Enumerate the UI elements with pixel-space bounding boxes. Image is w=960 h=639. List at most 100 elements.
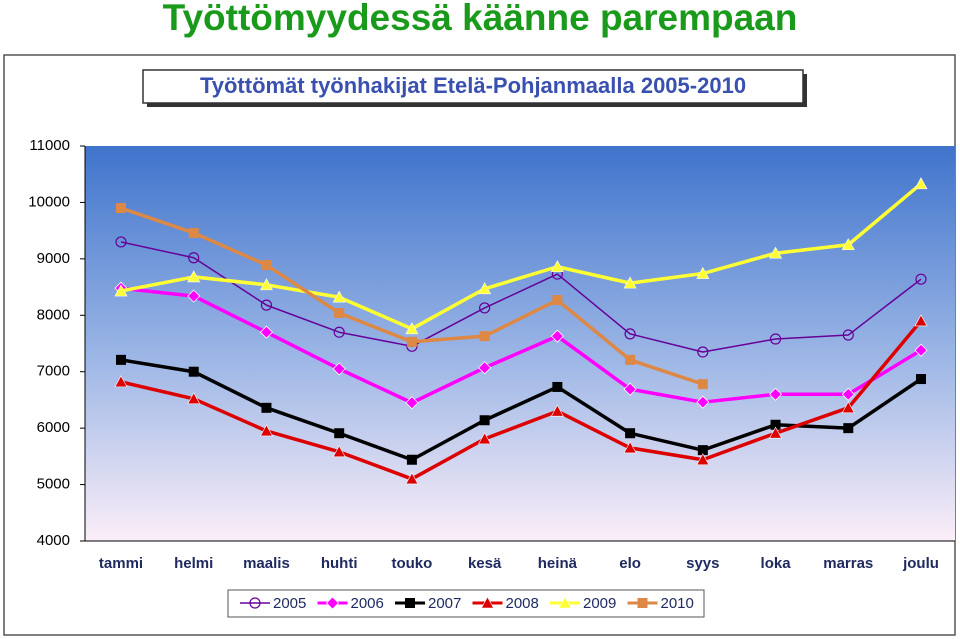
marker [259, 424, 273, 437]
x-tick-label: kesä [468, 555, 502, 572]
marker [697, 346, 709, 358]
marker [260, 299, 273, 311]
marker [843, 423, 854, 434]
y-tick-label: 9000 [37, 250, 70, 267]
marker [261, 260, 272, 271]
marker [405, 598, 415, 608]
marker [259, 278, 273, 291]
marker [187, 270, 201, 283]
marker [187, 392, 201, 405]
marker [334, 308, 345, 319]
x-tick-label: heinä [538, 555, 578, 572]
marker [637, 598, 648, 608]
legend-label: 2007 [428, 595, 461, 612]
legend-label: 2010 [661, 595, 694, 612]
marker [114, 375, 128, 388]
x-tick-label: huhti [321, 555, 358, 572]
series-line [120, 286, 922, 405]
y-tick-label: 6000 [37, 419, 70, 436]
marker [769, 246, 783, 259]
y-tick-label: 11000 [29, 137, 70, 154]
x-tick-label: joulu [902, 555, 939, 572]
marker [841, 401, 855, 414]
y-tick-label: 4000 [37, 532, 70, 549]
marker [623, 276, 637, 289]
marker [115, 236, 127, 248]
marker [770, 419, 781, 430]
marker [696, 453, 710, 466]
marker [916, 374, 926, 385]
marker [624, 328, 636, 340]
x-tick-label: helmi [174, 555, 213, 572]
marker [259, 325, 274, 339]
legend-box [227, 589, 705, 618]
marker [332, 290, 346, 303]
marker [261, 402, 272, 413]
legend-label: 2009 [583, 595, 616, 612]
marker [696, 395, 710, 409]
x-tick-label: tammi [99, 555, 143, 572]
marker [325, 596, 340, 610]
marker [550, 329, 564, 343]
x-tick-label: touko [391, 555, 432, 572]
marker [479, 331, 490, 342]
series-line [120, 358, 922, 462]
marker [550, 260, 564, 273]
marker [769, 426, 783, 439]
marker [188, 252, 200, 264]
x-tick-label: maalis [243, 555, 290, 572]
legend-label: 2005 [273, 595, 306, 612]
x-tick-label: syys [686, 555, 719, 572]
x-tick-label: elo [619, 555, 641, 572]
marker [188, 366, 199, 377]
marker [696, 266, 710, 279]
y-tick-label: 5000 [37, 476, 70, 493]
marker [249, 597, 261, 609]
marker [334, 428, 345, 439]
marker [405, 472, 419, 485]
marker [914, 343, 928, 357]
marker [188, 227, 199, 238]
marker [406, 336, 417, 347]
x-tick-label: loka [761, 555, 792, 572]
chart-title: Työttömät työnhakijat Etelä-Pohjanmaalla… [200, 73, 746, 98]
marker [116, 203, 126, 214]
marker [841, 387, 855, 401]
marker [697, 445, 708, 456]
marker [478, 361, 492, 375]
marker [552, 295, 563, 306]
title-box [142, 69, 804, 104]
marker [769, 333, 782, 345]
marker [914, 314, 928, 327]
marker [187, 289, 201, 303]
plot-area [85, 146, 955, 541]
marker [116, 354, 126, 365]
series-line [120, 319, 923, 481]
marker [697, 379, 708, 390]
marker [332, 445, 346, 458]
marker [552, 381, 563, 392]
marker [842, 329, 854, 341]
series-line [120, 241, 922, 353]
marker [114, 284, 128, 297]
marker [332, 362, 346, 376]
marker [333, 326, 345, 338]
heading: Työttömyydessä käänne parempaan [163, 0, 798, 38]
marker [841, 238, 855, 251]
marker [625, 428, 636, 439]
y-tick-label: 10000 [28, 193, 70, 210]
y-tick-label: 8000 [37, 306, 70, 323]
marker [623, 441, 637, 454]
y-tick-label: 7000 [37, 363, 70, 380]
marker [550, 404, 564, 417]
x-tick-label: marras [823, 555, 873, 572]
marker [405, 322, 419, 335]
marker [625, 354, 636, 365]
marker [768, 387, 783, 401]
legend-label: 2006 [351, 595, 384, 612]
marker [478, 282, 492, 295]
marker [479, 302, 491, 314]
marker [480, 596, 495, 609]
marker [558, 596, 572, 609]
